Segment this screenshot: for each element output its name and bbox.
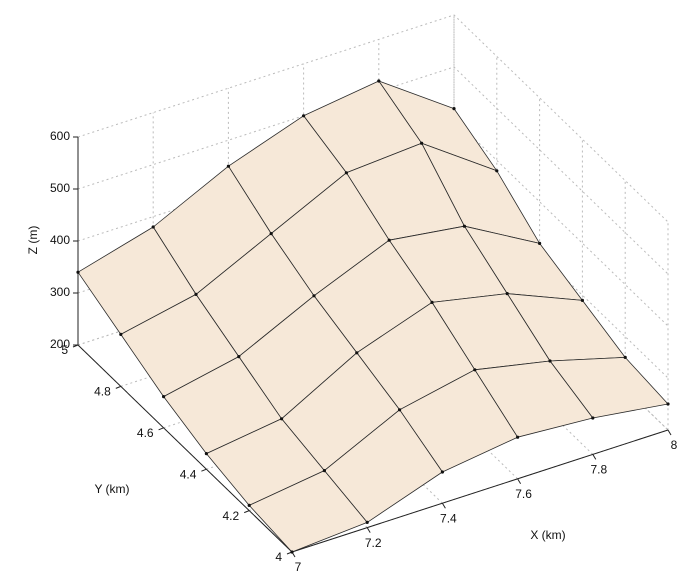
surface-point bbox=[322, 469, 326, 473]
surface-point bbox=[516, 435, 520, 439]
y-tick-label: 4.8 bbox=[94, 385, 111, 399]
surface-point bbox=[452, 107, 456, 111]
y-tick-label: 4.6 bbox=[137, 426, 154, 440]
z-tick-label: 200 bbox=[50, 337, 70, 351]
x-axis-label: X (km) bbox=[530, 528, 565, 542]
y-axis-label: Y (km) bbox=[94, 482, 129, 496]
x-tick bbox=[517, 478, 522, 485]
surface-point bbox=[247, 503, 251, 507]
y-tick bbox=[244, 510, 250, 514]
y-tick-label: 5 bbox=[61, 343, 68, 357]
grid-line bbox=[77, 66, 669, 275]
surface-point bbox=[365, 520, 369, 525]
surface-point bbox=[344, 171, 348, 175]
surface-point bbox=[377, 79, 381, 83]
surface-point bbox=[440, 470, 444, 474]
surface-point bbox=[462, 224, 466, 228]
surface-point bbox=[473, 368, 477, 372]
y-tick bbox=[115, 385, 121, 389]
surface-point bbox=[580, 298, 585, 302]
surface-point bbox=[280, 417, 284, 421]
x-tick-label: 7 bbox=[295, 560, 302, 574]
surface-point bbox=[226, 164, 230, 168]
surface-point bbox=[162, 395, 166, 399]
surface-point bbox=[151, 225, 155, 229]
grid-line bbox=[152, 112, 368, 528]
surface-point bbox=[204, 452, 208, 456]
surface-point bbox=[430, 300, 434, 304]
surface-point bbox=[269, 232, 273, 236]
x-tick bbox=[441, 502, 446, 509]
x-tick bbox=[667, 429, 672, 436]
surface-point bbox=[420, 141, 424, 145]
y-tick-label: 4.4 bbox=[180, 467, 197, 481]
z-tick-label: 400 bbox=[50, 233, 70, 247]
x-tick-label: 7.4 bbox=[440, 511, 457, 525]
y-axis bbox=[77, 344, 293, 553]
surface-point bbox=[119, 332, 123, 336]
surface-point bbox=[312, 294, 316, 298]
surface-point bbox=[623, 355, 627, 359]
y-tick-label: 4.2 bbox=[223, 509, 240, 523]
x-tick bbox=[366, 527, 371, 533]
surface-point bbox=[666, 402, 670, 406]
x-tick-label: 8 bbox=[671, 438, 678, 452]
grid-line bbox=[453, 15, 669, 431]
y-tick-label: 4 bbox=[275, 550, 282, 564]
z-axis-label: Z (m) bbox=[26, 226, 40, 255]
surface-point bbox=[495, 169, 499, 173]
surface-point bbox=[538, 241, 542, 245]
surface-point bbox=[387, 238, 391, 242]
surface-point bbox=[194, 292, 198, 296]
y-tick bbox=[201, 468, 207, 472]
z-tick-label: 600 bbox=[50, 129, 70, 143]
surface-point bbox=[398, 408, 402, 412]
y-tick bbox=[158, 427, 164, 431]
grid-line bbox=[227, 88, 443, 504]
surface-point bbox=[505, 292, 509, 296]
surface-point bbox=[591, 416, 595, 420]
surface-point bbox=[76, 270, 80, 274]
x-tick-label: 7.8 bbox=[590, 463, 607, 477]
surface-point bbox=[302, 114, 306, 118]
x-tick-label: 7.6 bbox=[515, 487, 532, 501]
surface-point bbox=[237, 355, 241, 359]
surface-point bbox=[548, 359, 552, 363]
z-tick-label: 500 bbox=[50, 181, 70, 195]
x-tick bbox=[592, 454, 597, 460]
surface-point bbox=[355, 351, 359, 355]
x-tick-label: 7.2 bbox=[365, 536, 382, 550]
z-tick-label: 300 bbox=[50, 285, 70, 299]
grid-line bbox=[77, 14, 669, 223]
surface-point bbox=[290, 550, 294, 554]
x-axis bbox=[291, 429, 669, 553]
